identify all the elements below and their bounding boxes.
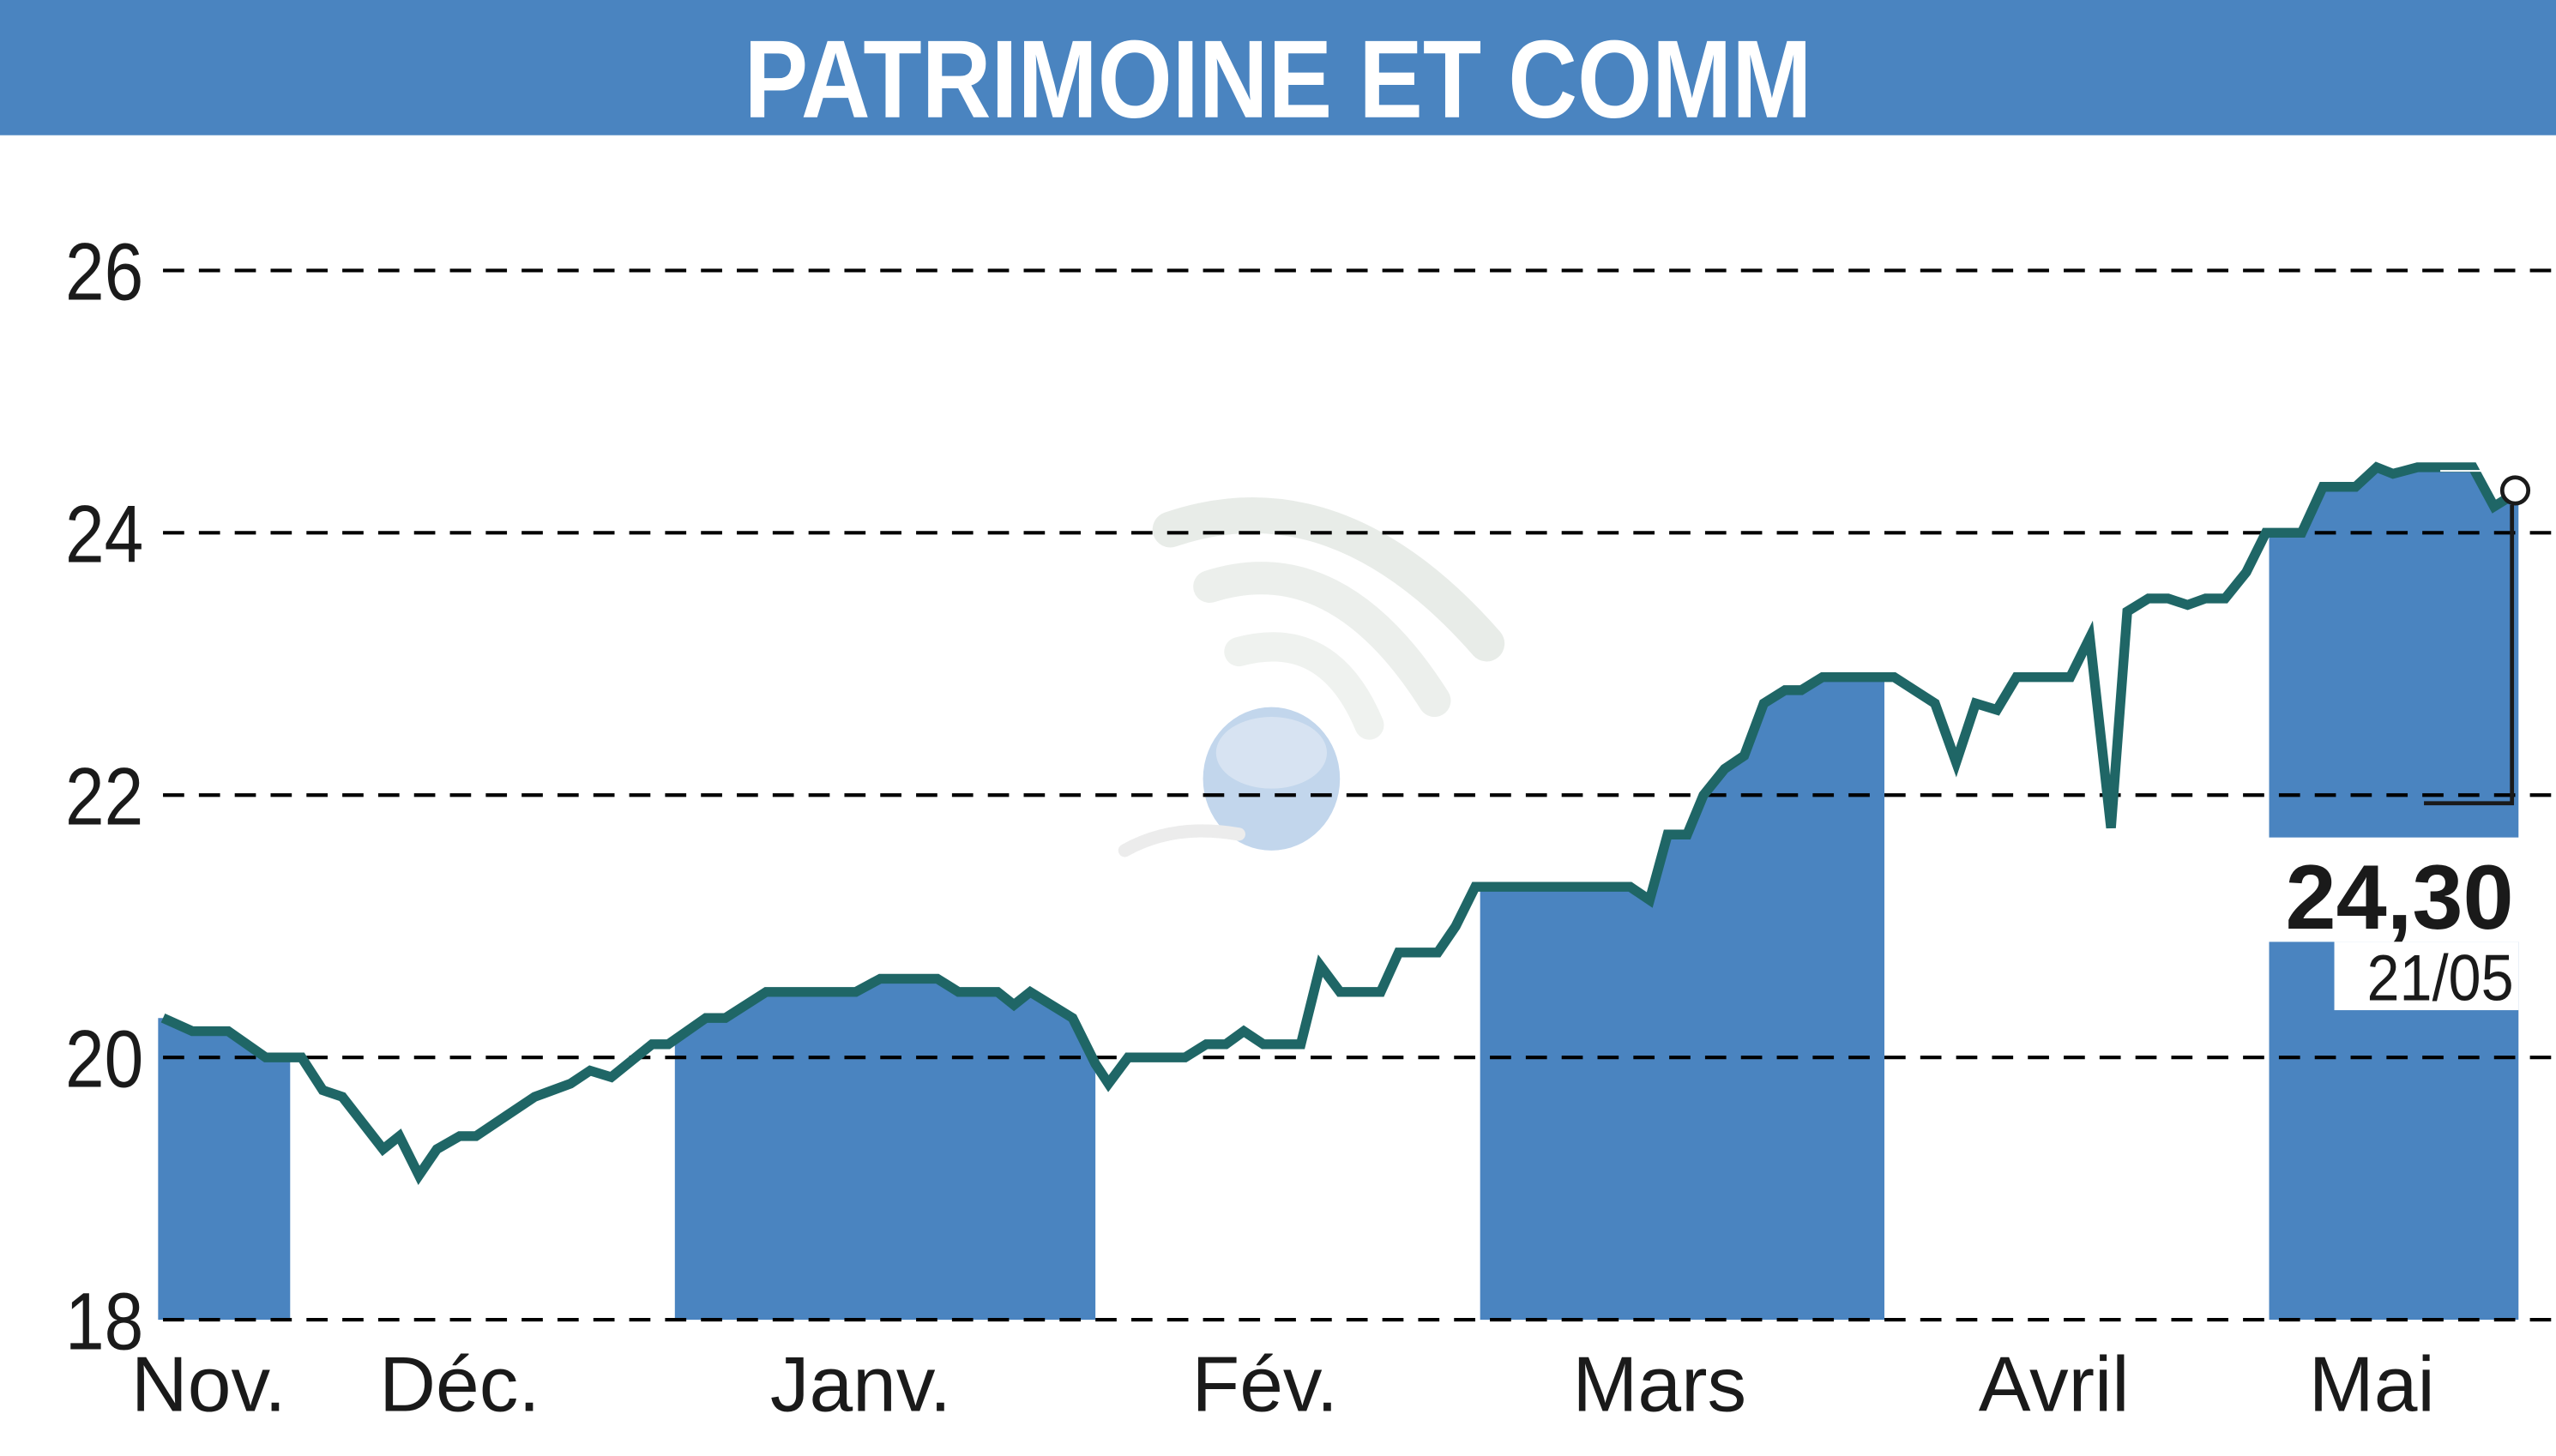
y-tick-label: 18 [65, 1276, 143, 1367]
last-value-background [2269, 837, 2523, 942]
last-value-bracket [2424, 505, 2515, 806]
last-date: 21/05 [2367, 942, 2514, 1015]
price-line [160, 461, 2518, 1185]
y-axis-labels: 18 20 22 24 26 [65, 227, 143, 1368]
month-band-mars [1480, 677, 1884, 1321]
y-tick-label: 20 [65, 1014, 143, 1104]
y-tick-label: 26 [65, 227, 143, 318]
last-point-marker [2499, 475, 2531, 506]
last-value: 24,30 [2286, 846, 2514, 948]
month-bands [158, 466, 2519, 1321]
month-band-nov [158, 1018, 291, 1321]
month-band-mai [2269, 466, 2519, 839]
gridlines [163, 268, 2556, 1322]
x-axis-month-labels: Nov. Déc. Janv. Fév. Mars Avril Mai [131, 1341, 2435, 1429]
y-tick-label: 22 [65, 751, 143, 842]
watermark-signal-icon [1118, 497, 1505, 857]
month-label: Janv. [770, 1341, 951, 1429]
month-label: Nov. [131, 1341, 286, 1429]
last-date-background [2334, 942, 2519, 1011]
month-label: Déc. [379, 1341, 540, 1429]
month-label: Mars [1572, 1341, 1746, 1429]
header-bar [0, 0, 2556, 135]
month-label: Fév. [1191, 1341, 1338, 1429]
month-label: Avril [1979, 1341, 2130, 1429]
chart-title: PATRIMOINE ET COMM [744, 18, 1812, 141]
y-tick-label: 24 [65, 490, 143, 581]
month-label: Mai [2309, 1341, 2435, 1429]
month-band-janv [674, 978, 1096, 1321]
